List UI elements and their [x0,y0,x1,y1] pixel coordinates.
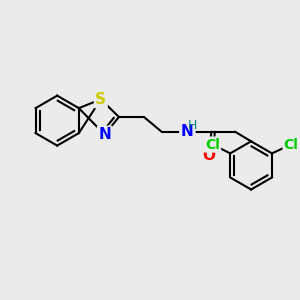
Text: O: O [202,148,215,163]
Text: Cl: Cl [284,138,298,152]
Text: S: S [95,92,106,107]
Text: H: H [188,119,197,132]
Text: N: N [181,124,194,139]
Text: N: N [98,127,111,142]
Text: Cl: Cl [205,138,220,152]
